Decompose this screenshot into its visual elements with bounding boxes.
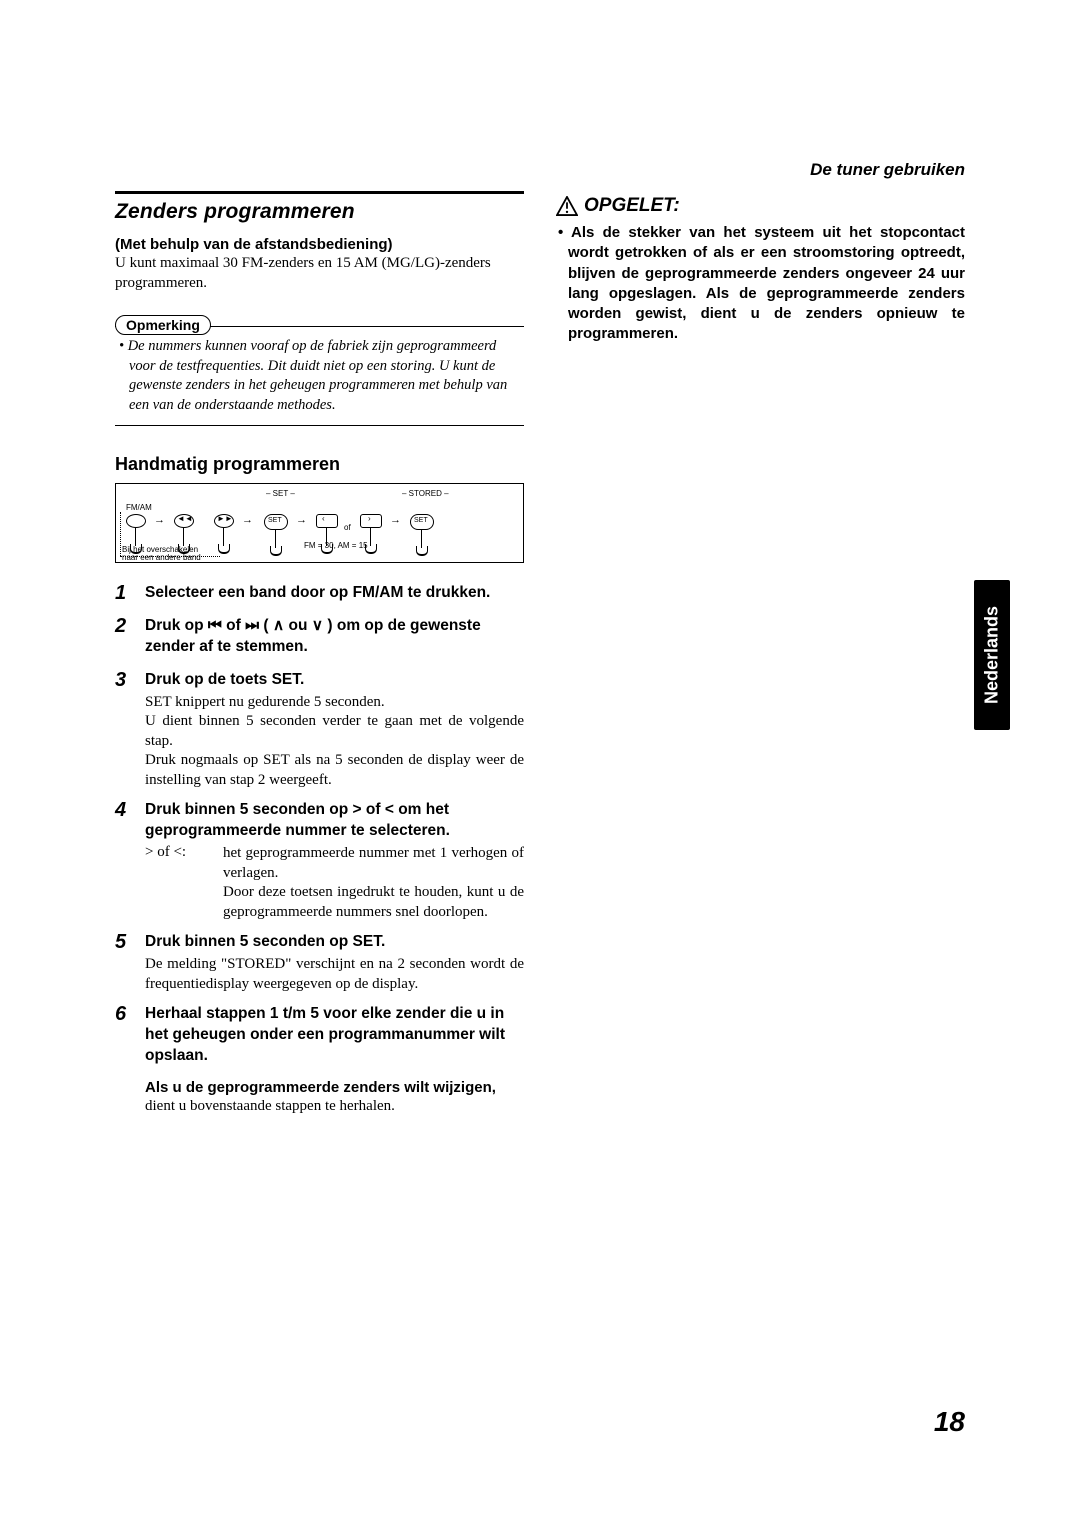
diagram-left-key (316, 514, 338, 528)
step-number: 2 (115, 616, 135, 660)
diagram-fmam-label: FM/AM (126, 504, 152, 512)
caution-icon (556, 196, 578, 216)
step-5: 5 Druk binnen 5 seconden op SET. De meld… (115, 932, 524, 994)
step-lead: Druk binnen 5 seconden op SET. (145, 932, 524, 953)
left-title: Zenders programmeren (115, 200, 524, 224)
procedure-diagram: FM/AM → ◄◄ ►► → – SET – SET → (115, 483, 524, 563)
step-lead: Herhaal stappen 1 t/m 5 voor elke zender… (145, 1004, 524, 1067)
rule-thick (115, 191, 524, 194)
section-header: De tuner gebruiken (810, 160, 965, 180)
caution-label: OPGELET: (584, 195, 680, 217)
left-subtitle-bold: (Met behulp van de afstandsbediening) (115, 236, 393, 253)
diagram-of-label: of (344, 524, 351, 532)
diagram-counts: FM = 30, AM = 15 (304, 542, 368, 550)
step-text: De melding "STORED" verschijnt en na 2 s… (145, 955, 524, 994)
step-number: 5 (115, 932, 135, 994)
note-badge: Opmerking (115, 315, 211, 335)
step-number: 1 (115, 583, 135, 606)
next-icon: ►► (217, 515, 233, 523)
arrow-icon: → (390, 514, 401, 526)
diagram-set-label: SET (268, 517, 282, 524)
language-side-tab: Nederlands (974, 580, 1010, 730)
step-3: 3 Druk op de toets SET. SET knippert nu … (115, 670, 524, 790)
hang-key: > of <: (145, 844, 207, 922)
diagram-set-label-2: SET (414, 517, 428, 524)
right-icon: › (368, 515, 371, 523)
steps-list: 1 Selecteer een band door op FM/AM te dr… (115, 583, 524, 1115)
step-lead: Selecteer een band door op FM/AM te druk… (145, 583, 524, 604)
final-bold: Als u de geprogrammeerde zenders wilt wi… (145, 1079, 524, 1096)
diagram-fmam-key (126, 514, 146, 528)
caution-body: • Als de stekker van het systeem uit het… (556, 223, 965, 345)
note-body: • De nummers kunnen vooraf op de fabriek… (115, 337, 524, 415)
step-4: 4 Druk binnen 5 seconden op > of < om he… (115, 800, 524, 922)
diagram-loop-line (120, 556, 220, 558)
step-6: 6 Herhaal stappen 1 t/m 5 voor elke zend… (115, 1004, 524, 1115)
step-lead: Druk binnen 5 seconden op > of < om het … (145, 800, 524, 842)
step-lead: Druk op de toets SET. (145, 670, 524, 691)
diagram-bottom-note: Bij het overschakelen naar een andere ba… (122, 546, 201, 562)
page-number: 18 (934, 1406, 965, 1438)
arrow-icon: → (154, 514, 165, 526)
diagram-stored-label: – STORED – (402, 490, 449, 498)
step-number: 4 (115, 800, 135, 922)
left-h2: Handmatig programmeren (115, 454, 524, 475)
note-block: Opmerking • De nummers kunnen vooraf op … (115, 307, 524, 426)
step-number: 6 (115, 1004, 135, 1115)
step-2: 2 Druk op ⏮ of ⏭ ( ∧ ou ∨ ) om op de gew… (115, 616, 524, 660)
left-icon: ‹ (322, 515, 325, 523)
page: De tuner gebruiken Zenders programmeren … (0, 0, 1080, 1528)
diagram-loop-line (120, 512, 122, 556)
left-subtitle: (Met behulp van de afstandsbediening) (115, 236, 524, 254)
right-column: OPGELET: • Als de stekker van het systee… (556, 191, 965, 1125)
step-lead: Druk op ⏮ of ⏭ ( ∧ ou ∨ ) om op de gewen… (145, 616, 524, 658)
arrow-icon: → (242, 514, 253, 526)
diagram-set-top-label: – SET – (266, 490, 295, 498)
step-1: 1 Selecteer een band door op FM/AM te dr… (115, 583, 524, 606)
two-column-layout: Zenders programmeren (Met behulp van de … (115, 191, 965, 1125)
hang-val: het geprogrammeerde nummer met 1 verhoge… (223, 844, 524, 922)
step-number: 3 (115, 670, 135, 790)
caution-heading: OPGELET: (556, 195, 965, 217)
press-head-icon (218, 544, 230, 554)
step-text: SET knippert nu gedurende 5 seconden. U … (145, 693, 524, 791)
note-bottom-rule (115, 425, 524, 426)
diagram-right-key (360, 514, 382, 528)
press-head-icon (416, 546, 428, 556)
press-head-icon (270, 546, 282, 556)
final-body: dient u bovenstaande stappen te herhalen… (145, 1098, 524, 1115)
step-hanging-def: > of <: het geprogrammeerde nummer met 1… (145, 844, 524, 922)
prev-icon: ◄◄ (177, 515, 193, 523)
left-column: Zenders programmeren (Met behulp van de … (115, 191, 524, 1125)
arrow-icon: → (296, 514, 307, 526)
left-intro: U kunt maximaal 30 FM-zenders en 15 AM (… (115, 254, 524, 293)
